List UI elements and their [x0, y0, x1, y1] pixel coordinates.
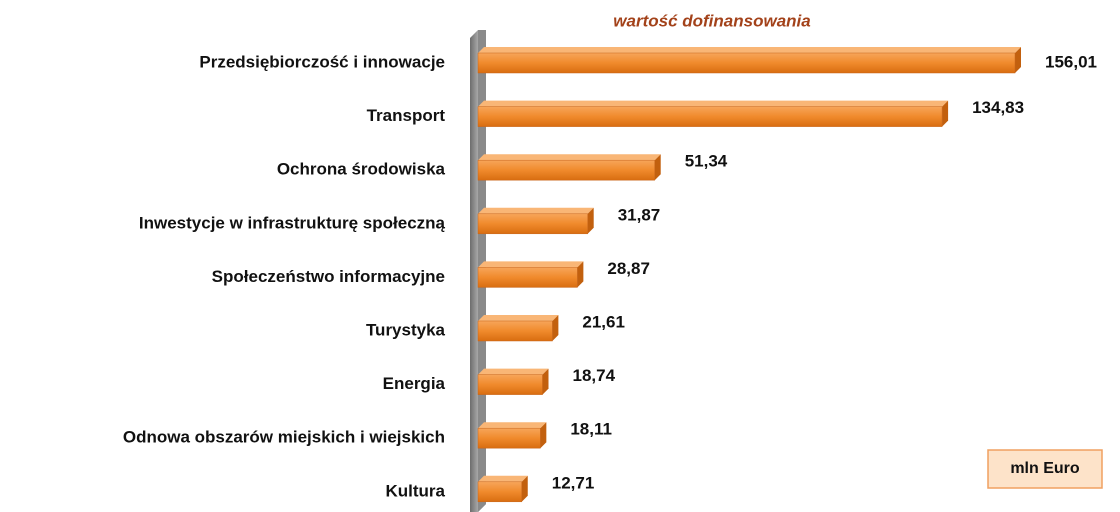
- bar: [477, 47, 1021, 74]
- value-label: 156,01: [1045, 52, 1097, 71]
- bar-side: [942, 100, 949, 127]
- bar-side: [654, 154, 661, 181]
- category-label: Odnowa obszarów miejskich i wiejskich: [123, 428, 445, 447]
- bar-side: [577, 261, 584, 288]
- bar: [477, 261, 584, 288]
- bar-top: [478, 207, 594, 214]
- bar-top: [478, 261, 584, 268]
- chart-title: wartość dofinansowania: [613, 11, 810, 30]
- bar-top: [478, 47, 1021, 53]
- category-label: Społeczeństwo informacyjne: [212, 267, 445, 286]
- bar-front: [477, 106, 943, 127]
- value-label: 12,71: [552, 473, 595, 492]
- value-label: 21,61: [582, 312, 625, 331]
- bar-side: [587, 207, 594, 234]
- bar-front: [477, 427, 541, 449]
- category-label: Turystyka: [366, 320, 446, 339]
- bar: [477, 154, 661, 181]
- bar-top: [478, 422, 547, 429]
- bar-front: [477, 52, 1016, 74]
- category-label: Ochrona środowiska: [277, 160, 446, 179]
- category-label: Przedsiębiorczość i innowacje: [199, 52, 445, 71]
- bar-top: [478, 154, 661, 161]
- bar-front: [477, 159, 655, 181]
- bar-top: [478, 475, 528, 482]
- bar: [477, 368, 549, 395]
- bar-top: [478, 368, 549, 375]
- category-label: Kultura: [386, 481, 446, 500]
- bar-front: [477, 320, 553, 342]
- value-label: 51,34: [685, 152, 728, 171]
- bar: [477, 422, 547, 449]
- category-label: Inwestycje w infrastrukturę społeczną: [139, 213, 446, 232]
- unit-label: mln Euro: [1010, 460, 1080, 477]
- bar: [477, 100, 949, 127]
- value-label: 134,83: [972, 98, 1024, 117]
- bar: [477, 475, 528, 503]
- value-label: 28,87: [607, 259, 650, 278]
- bar-front: [477, 267, 578, 288]
- bar-side: [542, 368, 549, 395]
- value-label: 18,74: [573, 366, 616, 385]
- bar: [477, 207, 594, 235]
- value-label: 18,11: [570, 420, 612, 439]
- bar-side: [552, 315, 559, 341]
- bar-top: [478, 315, 559, 321]
- bar-front: [477, 481, 522, 503]
- bar-front: [477, 374, 543, 395]
- category-label: Transport: [367, 106, 446, 125]
- unit-box: [987, 449, 1103, 489]
- bar-front: [477, 213, 588, 235]
- bar-side: [1015, 47, 1021, 73]
- bar-side: [540, 422, 547, 449]
- bar-side: [521, 475, 528, 502]
- bar-top: [478, 100, 949, 107]
- category-label: Energia: [383, 374, 446, 393]
- value-label: 31,87: [618, 205, 661, 224]
- bar: [477, 315, 559, 342]
